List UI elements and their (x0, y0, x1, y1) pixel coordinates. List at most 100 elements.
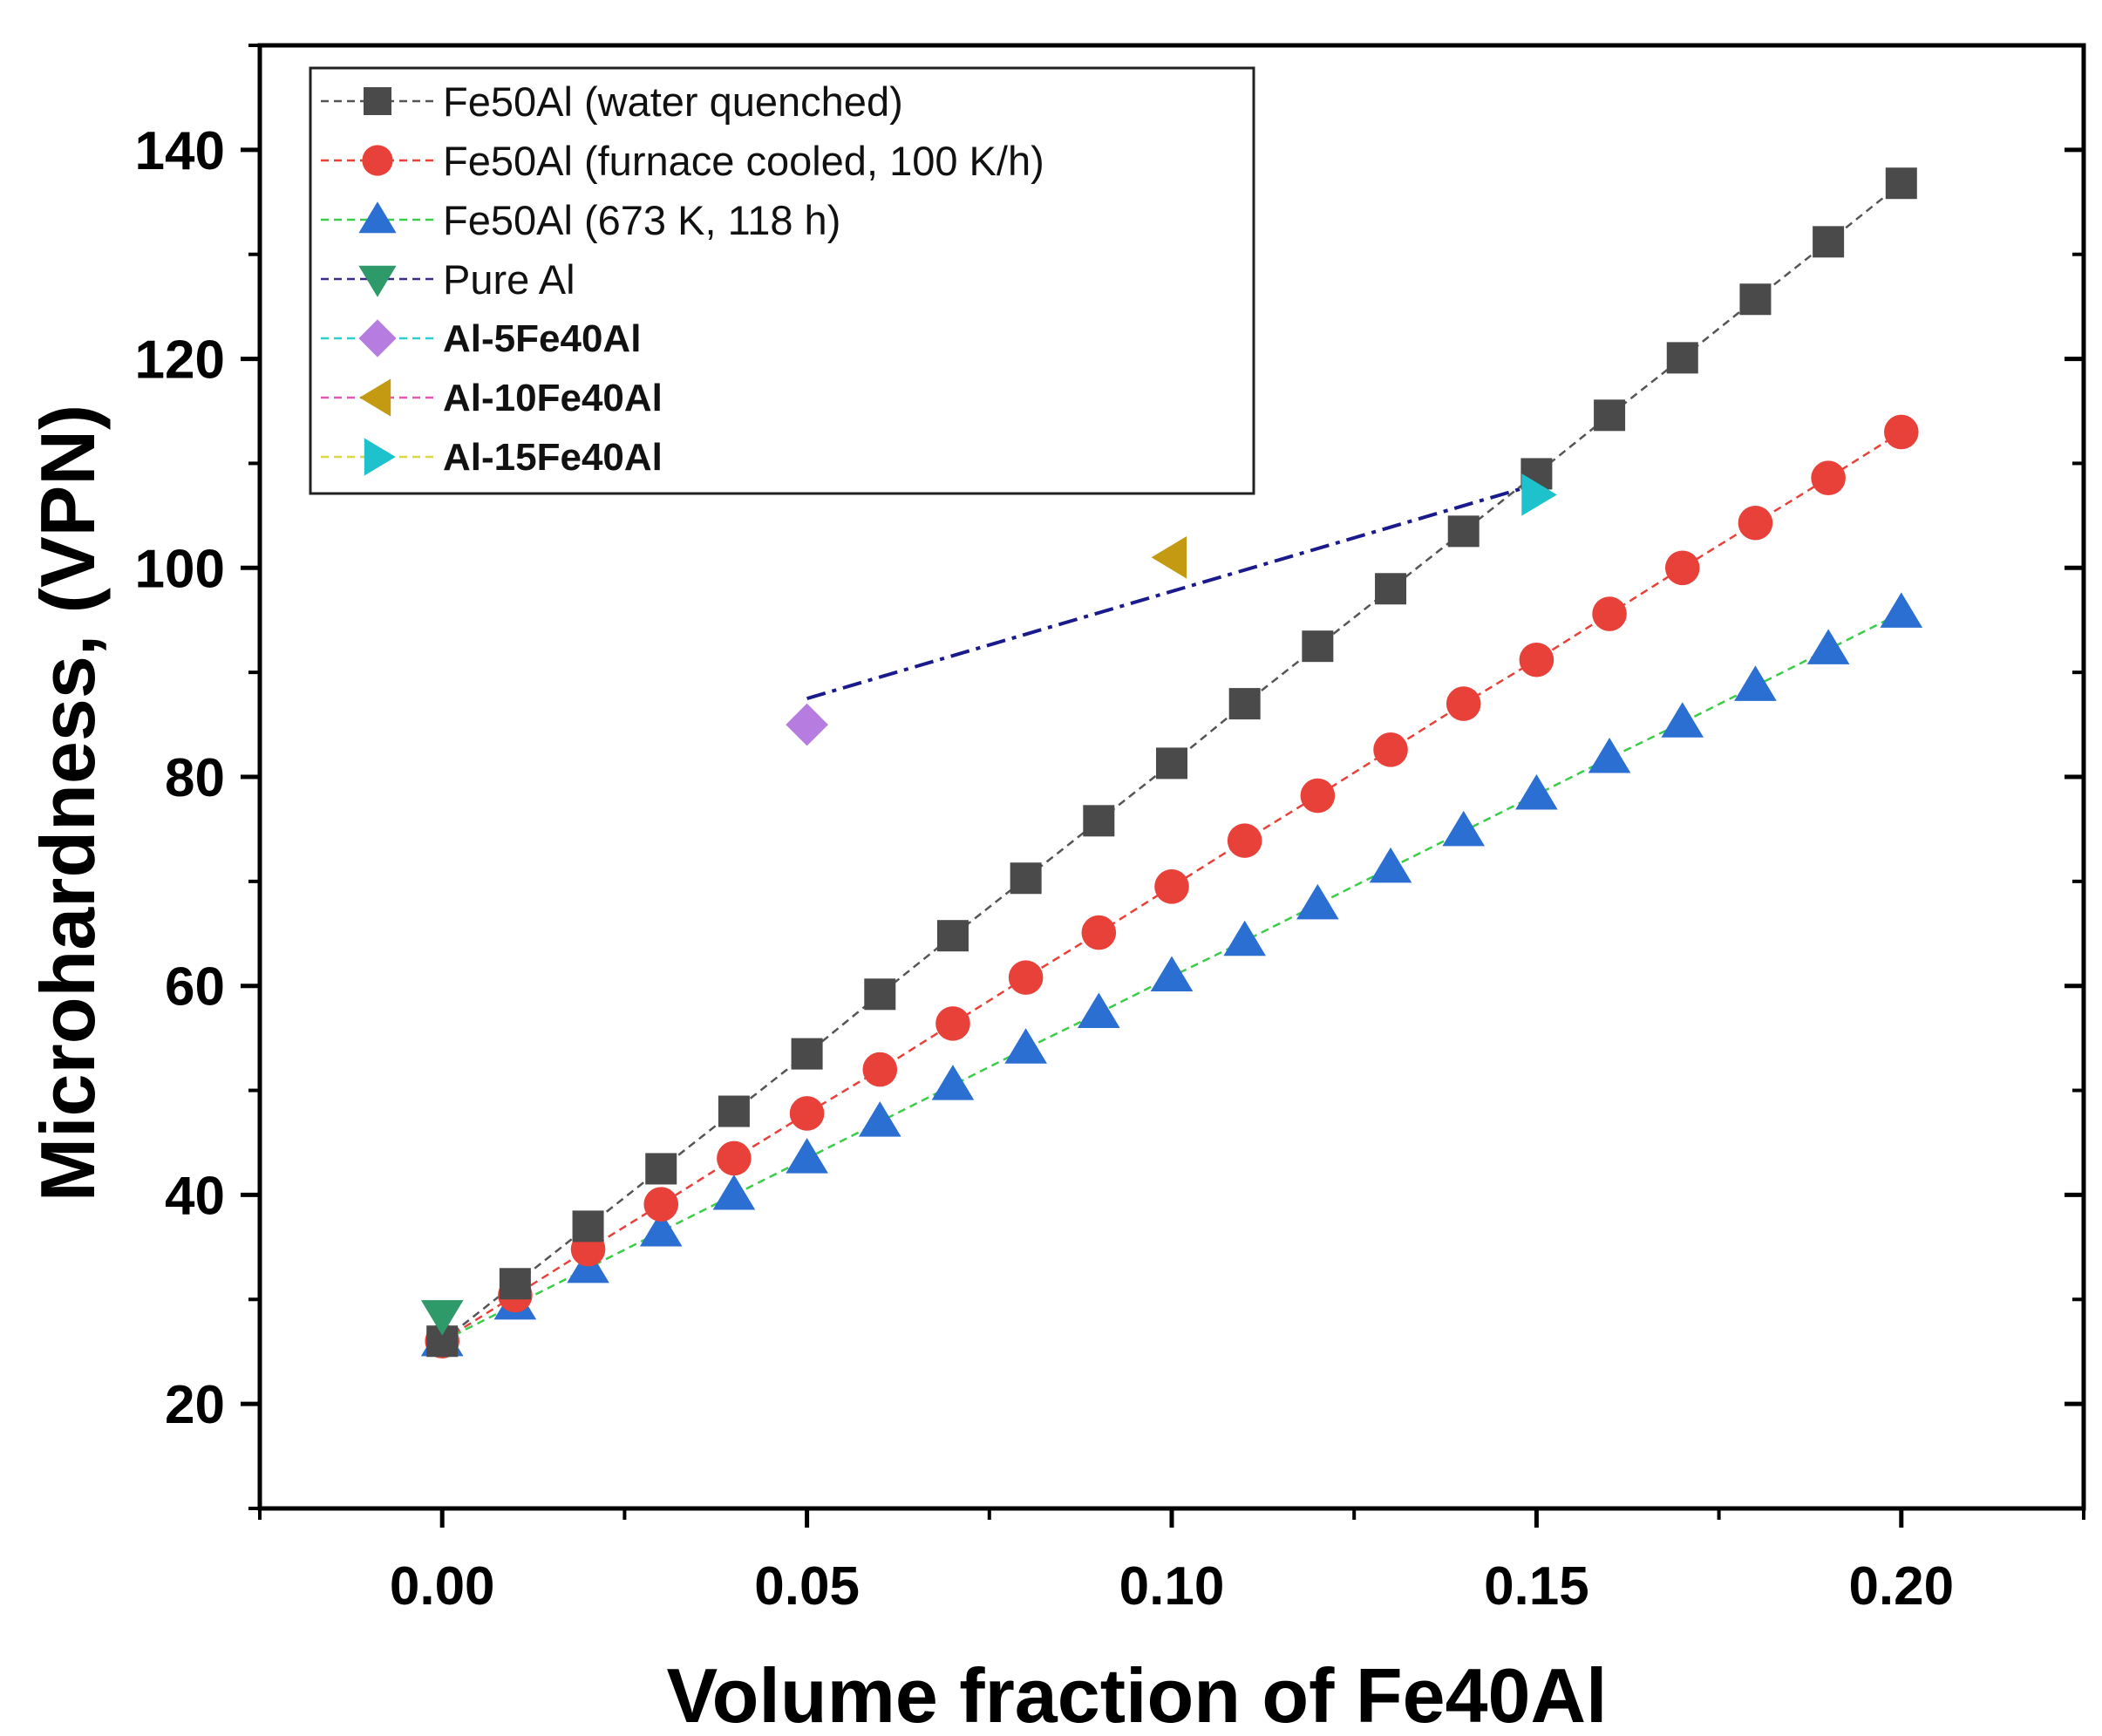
legend-label: Al-10Fe40Al (443, 377, 663, 419)
trend-line (806, 482, 1537, 701)
data-point (791, 1038, 823, 1070)
data-point (717, 1140, 752, 1176)
legend-box (309, 66, 1255, 495)
data-point (1150, 956, 1194, 992)
data-point (1373, 732, 1408, 767)
data-point (1592, 596, 1627, 631)
data-point (1227, 823, 1262, 858)
data-point (864, 978, 896, 1011)
series-markers (420, 167, 1923, 1359)
data-point (718, 1095, 750, 1127)
y-tick-label: 100 (135, 539, 225, 599)
y-tick-label: 20 (165, 1375, 225, 1435)
data-point (931, 1065, 975, 1100)
data-point (862, 1052, 898, 1087)
legend-marker (359, 378, 391, 417)
legend-marker (362, 145, 393, 176)
data-point (1010, 862, 1042, 895)
data-point (1664, 550, 1700, 586)
data-point (1447, 515, 1480, 548)
data-point (1151, 536, 1187, 579)
data-point (1739, 283, 1772, 316)
data-point (1666, 342, 1698, 374)
data-point (1083, 805, 1115, 837)
data-point (789, 1096, 825, 1131)
series-markers-4 (786, 703, 828, 746)
data-point (639, 1210, 683, 1247)
legend-marker (358, 319, 397, 357)
x-tick-label: 0.05 (754, 1556, 860, 1617)
data-point (1300, 778, 1336, 814)
legend-marker (364, 87, 391, 115)
x-axis-title: Volume fraction of Fe40Al (667, 1652, 1608, 1736)
data-point (1154, 869, 1189, 904)
data-point (1008, 960, 1044, 995)
y-tick-label: 140 (135, 121, 225, 181)
data-point (1734, 665, 1777, 701)
data-point (1442, 810, 1486, 847)
data-point (1228, 688, 1261, 720)
series-markers-6 (1521, 473, 1557, 516)
data-point (1806, 629, 1850, 664)
y-tick-label: 40 (165, 1166, 225, 1226)
series-line-1 (441, 431, 1902, 1343)
legend-marker (358, 201, 397, 234)
x-tick-label: 0.20 (1848, 1556, 1954, 1617)
series-markers-0 (426, 167, 1917, 1358)
data-point (858, 1101, 901, 1137)
legend-label: Al-5Fe40Al (443, 317, 641, 360)
legend-marker (364, 438, 396, 476)
data-point (1302, 630, 1334, 663)
data-point (1594, 399, 1626, 432)
data-point (935, 1006, 970, 1041)
legend-marker (358, 265, 397, 297)
data-point (1885, 167, 1917, 200)
data-point (712, 1174, 756, 1210)
data-point (572, 1210, 604, 1242)
data-point (1519, 642, 1554, 677)
y-tick-label: 80 (165, 748, 225, 808)
data-point (1884, 414, 1919, 450)
legend-label: Fe50Al (furnace cooled, 100 K/h) (443, 138, 1044, 184)
data-point (1004, 1028, 1047, 1064)
data-point (499, 1268, 531, 1300)
data-point (1156, 747, 1187, 779)
data-point (786, 1138, 828, 1174)
data-point (643, 1187, 679, 1222)
data-point (1296, 883, 1339, 920)
data-point (1661, 702, 1704, 738)
data-point (1369, 847, 1412, 883)
data-point (1223, 920, 1266, 957)
data-point (1446, 686, 1481, 721)
legend-label: Pure Al (443, 256, 575, 303)
x-tick-label: 0.10 (1119, 1556, 1225, 1617)
series-markers-1 (425, 414, 1919, 1359)
x-tick-label: 0.15 (1484, 1556, 1589, 1617)
data-point (645, 1153, 677, 1185)
data-point (1521, 473, 1557, 516)
legend-label: Fe50Al (water quenched) (443, 78, 903, 125)
data-point (1813, 226, 1845, 258)
data-point (1081, 915, 1117, 950)
y-tick-label: 120 (135, 330, 225, 391)
x-tick-label: 0.00 (390, 1556, 495, 1617)
data-point (1738, 505, 1773, 541)
series-markers-3 (420, 1300, 464, 1336)
data-point (1375, 573, 1407, 605)
data-point (1078, 992, 1120, 1028)
data-point (420, 1300, 464, 1336)
axes: 0.00 0.05 0.10 0.15 0.20 20 40 60 80 100 120 140 (135, 43, 2086, 1617)
data-point (1588, 738, 1631, 773)
data-point (1515, 773, 1558, 810)
y-axis-title: Microhardness, (VPN) (24, 405, 111, 1202)
data-point (1811, 460, 1846, 496)
legend: Fe50Al (water quenched) Fe50Al (furnace c… (309, 66, 1255, 495)
y-tick-label: 60 (165, 957, 225, 1018)
data-point (1880, 592, 1923, 628)
legend-label: Al-15Fe40Al (443, 436, 663, 479)
series-markers-5 (1151, 536, 1187, 579)
data-point (786, 703, 828, 746)
data-point (936, 920, 969, 952)
legend-label: Fe50Al (673 K, 118 h) (443, 197, 840, 243)
